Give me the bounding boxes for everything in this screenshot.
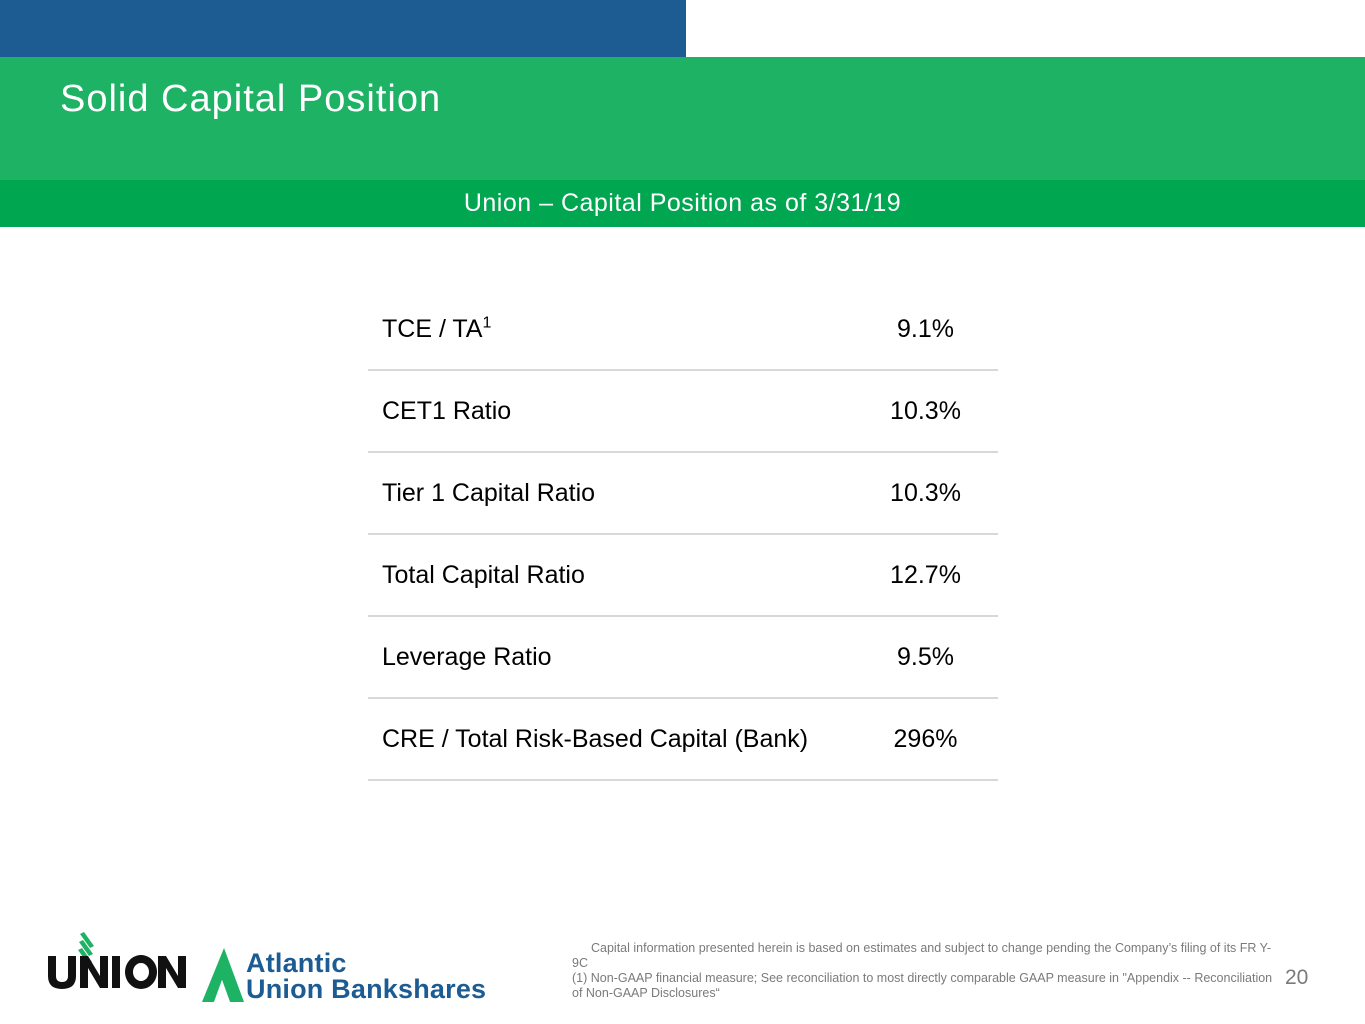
triangle-mark-icon [202, 948, 244, 1002]
footnote: Capital information presented herein is … [572, 941, 1282, 1001]
section-subtitle: Union – Capital Position as of 3/31/19 [463, 189, 902, 217]
metric-label: Total Capital Ratio [382, 561, 585, 589]
footnote-non-gaap: (1) Non-GAAP financial measure; See reco… [572, 971, 1273, 1000]
logo-word-union-bankshares: Union Bankshares [246, 974, 487, 1004]
metric-value: 10.3% [890, 397, 961, 425]
metric-row-total-capital: Total Capital Ratio 12.7% [368, 535, 998, 617]
metric-value: 10.3% [890, 479, 961, 507]
metric-value: 296% [893, 725, 958, 753]
metric-label: TCE / TA1 [382, 314, 492, 343]
metric-row-tier1: Tier 1 Capital Ratio 10.3% [368, 453, 998, 535]
page-title: Solid Capital Position [60, 78, 442, 120]
metric-value: 9.5% [897, 643, 954, 671]
title-band [0, 57, 1365, 180]
union-logo [48, 932, 186, 989]
metric-value: 9.1% [897, 315, 954, 343]
footnote-capital-estimates: Capital information presented herein is … [572, 941, 1272, 970]
metric-label: Tier 1 Capital Ratio [382, 479, 596, 507]
metric-row-cet1: CET1 Ratio 10.3% [368, 371, 998, 453]
capital-metrics-table: TCE / TA1 9.1% CET1 Ratio 10.3% Tier 1 C… [368, 289, 998, 781]
metric-value: 12.7% [890, 561, 961, 589]
metric-row-tce-ta: TCE / TA1 9.1% [368, 289, 998, 371]
atlantic-union-bankshares-logo: Atlantic Union Bankshares [200, 948, 540, 1004]
metric-label: CRE / Total Risk-Based Capital (Bank) [382, 725, 809, 753]
metric-label: CET1 Ratio [382, 397, 512, 425]
metric-label: Leverage Ratio [382, 643, 552, 671]
footnote-marker: 1 [482, 314, 492, 332]
metric-row-leverage: Leverage Ratio 9.5% [368, 617, 998, 699]
subtitle-band: Union – Capital Position as of 3/31/19 [0, 180, 1365, 227]
logo-word-atlantic: Atlantic [246, 948, 347, 978]
page-number: 20 [1285, 966, 1309, 989]
metric-row-cre: CRE / Total Risk-Based Capital (Bank) 29… [368, 699, 998, 781]
top-accent-bar [0, 0, 686, 57]
